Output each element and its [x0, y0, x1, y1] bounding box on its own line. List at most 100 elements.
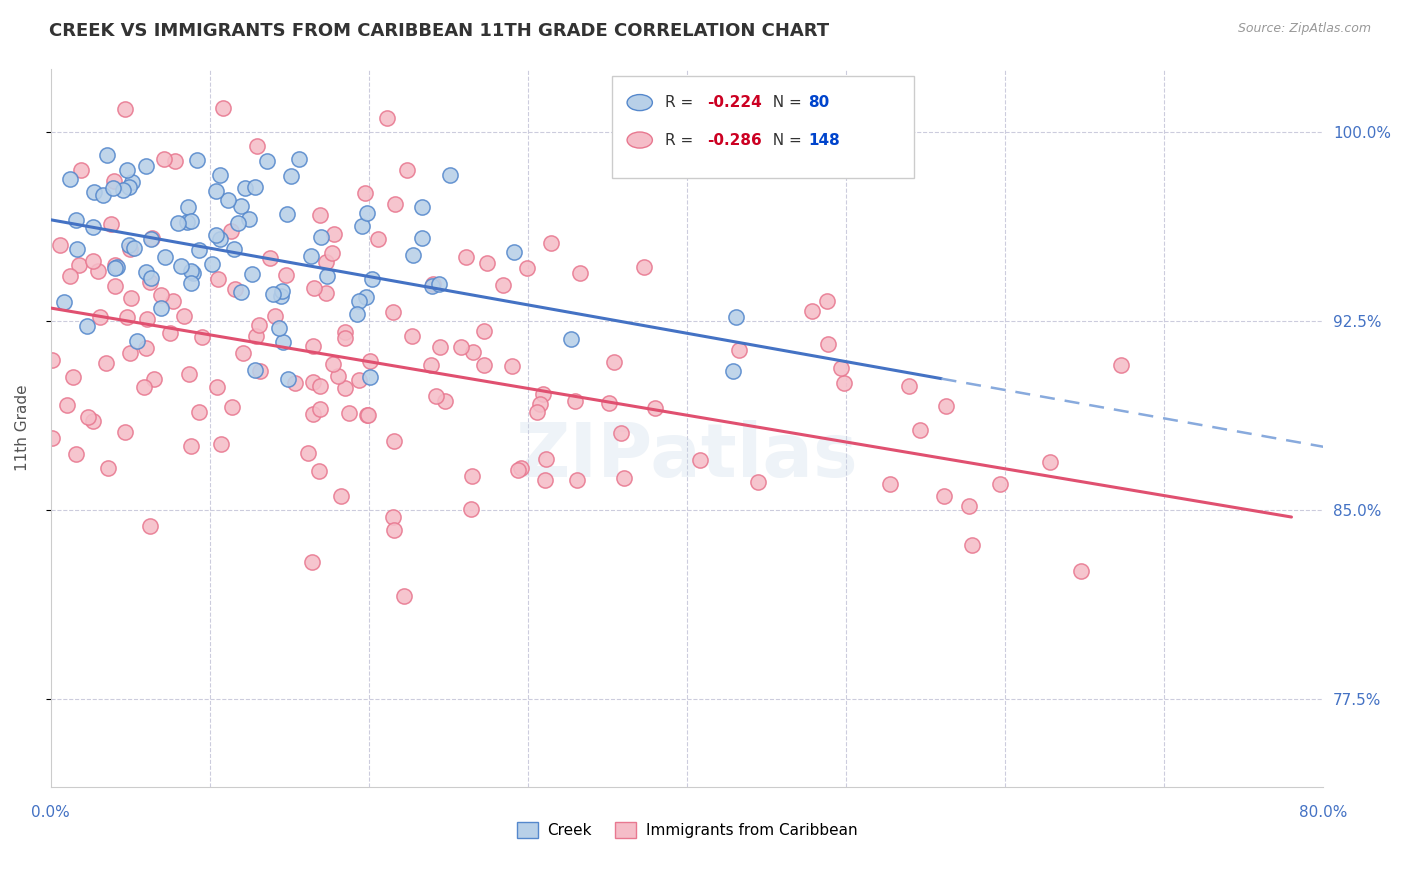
- Point: [402, 248, 425, 262]
- Point: [315, 254, 337, 268]
- Point: [356, 408, 378, 422]
- Point: [382, 434, 405, 448]
- Point: [283, 376, 305, 391]
- Point: [463, 345, 485, 359]
- Point: [180, 439, 202, 453]
- Point: [326, 368, 349, 383]
- Point: [450, 340, 472, 354]
- Text: CREEK VS IMMIGRANTS FROM CARIBBEAN 11TH GRADE CORRELATION CHART: CREEK VS IMMIGRANTS FROM CARIBBEAN 11TH …: [49, 22, 830, 40]
- Legend: Creek, Immigrants from Caribbean: Creek, Immigrants from Caribbean: [510, 816, 863, 844]
- Point: [104, 258, 127, 272]
- Point: [568, 266, 591, 280]
- Point: [141, 232, 163, 246]
- Point: [270, 289, 292, 303]
- Point: [208, 232, 231, 246]
- Point: [256, 154, 278, 169]
- Point: [229, 285, 252, 299]
- Point: [180, 264, 202, 278]
- Point: [287, 152, 309, 166]
- Point: [259, 252, 281, 266]
- Point: [347, 373, 370, 387]
- Point: [173, 310, 195, 324]
- Point: [120, 243, 142, 257]
- Point: [177, 367, 200, 381]
- Point: [454, 250, 477, 264]
- Point: [534, 473, 557, 487]
- Point: [359, 353, 381, 368]
- Point: [267, 320, 290, 334]
- Text: ZIPatlas: ZIPatlas: [516, 420, 859, 493]
- Point: [644, 401, 666, 415]
- Point: [315, 269, 337, 284]
- Point: [988, 476, 1011, 491]
- Point: [935, 399, 957, 413]
- Point: [149, 287, 172, 301]
- Point: [121, 175, 143, 189]
- Point: [301, 339, 323, 353]
- Point: [67, 258, 90, 272]
- Point: [105, 260, 128, 274]
- Point: [501, 359, 523, 373]
- Point: [302, 407, 325, 421]
- Point: [188, 243, 211, 257]
- Point: [180, 214, 202, 228]
- Point: [347, 293, 370, 308]
- Point: [308, 464, 330, 478]
- Point: [395, 163, 418, 178]
- Point: [205, 184, 228, 198]
- Point: [115, 162, 138, 177]
- Point: [217, 194, 239, 208]
- Point: [309, 379, 332, 393]
- Point: [77, 409, 100, 424]
- Text: 80: 80: [808, 95, 830, 110]
- Point: [725, 310, 748, 325]
- Point: [247, 318, 270, 332]
- Point: [315, 285, 337, 300]
- Point: [114, 425, 136, 439]
- Point: [153, 251, 176, 265]
- Point: [117, 310, 139, 325]
- Point: [297, 445, 319, 459]
- Point: [177, 200, 200, 214]
- Point: [65, 212, 87, 227]
- Point: [540, 236, 562, 251]
- Point: [103, 261, 125, 276]
- Text: Source: ZipAtlas.com: Source: ZipAtlas.com: [1237, 22, 1371, 36]
- Text: R =: R =: [665, 95, 699, 110]
- Point: [474, 359, 496, 373]
- Point: [603, 355, 626, 369]
- Point: [224, 282, 246, 296]
- Point: [191, 330, 214, 344]
- Point: [375, 112, 398, 126]
- Point: [162, 293, 184, 308]
- Point: [299, 249, 322, 263]
- Point: [359, 370, 381, 384]
- Point: [226, 216, 249, 230]
- Point: [69, 163, 91, 178]
- Point: [689, 453, 711, 467]
- Text: 148: 148: [808, 133, 841, 147]
- Point: [246, 139, 269, 153]
- Point: [135, 341, 157, 355]
- Point: [141, 270, 163, 285]
- Point: [564, 394, 586, 409]
- Point: [308, 208, 330, 222]
- Point: [104, 279, 127, 293]
- Point: [422, 279, 444, 293]
- Point: [163, 154, 186, 169]
- Point: [176, 215, 198, 229]
- Point: [502, 244, 524, 259]
- Point: [333, 331, 356, 345]
- Point: [422, 277, 444, 291]
- Point: [957, 500, 980, 514]
- Point: [96, 147, 118, 161]
- Point: [56, 398, 79, 412]
- Point: [510, 461, 533, 475]
- Point: [187, 405, 209, 419]
- Point: [169, 259, 191, 273]
- Point: [879, 476, 901, 491]
- Point: [242, 267, 264, 281]
- Point: [245, 329, 267, 343]
- Point: [420, 359, 443, 373]
- Point: [354, 290, 377, 304]
